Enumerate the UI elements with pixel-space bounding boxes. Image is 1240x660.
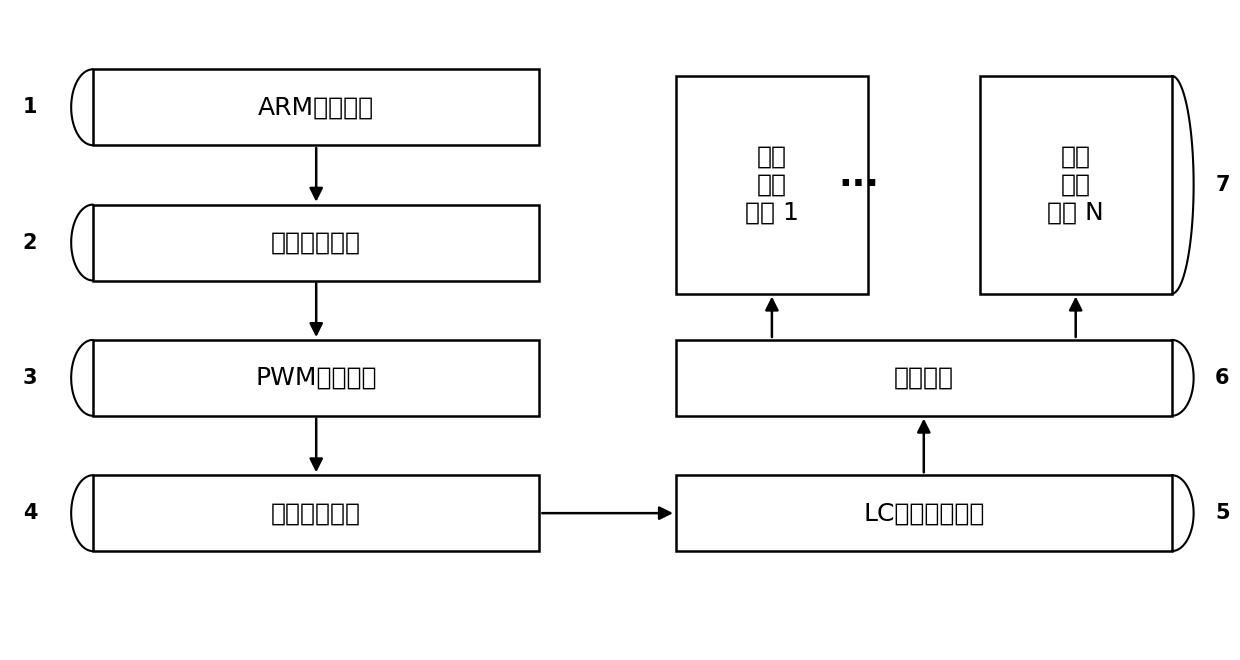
Text: 2: 2 bbox=[22, 232, 37, 253]
Text: 波形发生模块: 波形发生模块 bbox=[272, 230, 361, 255]
Bar bbox=[93, 475, 539, 551]
Text: 7: 7 bbox=[1215, 175, 1230, 195]
Bar bbox=[93, 340, 539, 416]
Bar bbox=[93, 69, 539, 145]
Text: ARM微处理器: ARM微处理器 bbox=[258, 95, 374, 119]
Text: LC低通滤波电路: LC低通滤波电路 bbox=[863, 501, 985, 525]
Text: 谐振
发射
模块 N: 谐振 发射 模块 N bbox=[1048, 145, 1104, 224]
Bar bbox=[676, 340, 1172, 416]
Text: ···: ··· bbox=[838, 168, 879, 202]
Bar bbox=[676, 475, 1172, 551]
Bar bbox=[980, 76, 1172, 294]
Bar bbox=[676, 76, 868, 294]
Text: 功率放大模块: 功率放大模块 bbox=[272, 501, 361, 525]
Bar bbox=[93, 205, 539, 280]
Text: 4: 4 bbox=[22, 503, 37, 523]
Text: 5: 5 bbox=[1215, 503, 1230, 523]
Text: 1: 1 bbox=[22, 97, 37, 117]
Text: 源级线圈: 源级线圈 bbox=[894, 366, 954, 390]
Text: 谐振
发射
模块 1: 谐振 发射 模块 1 bbox=[745, 145, 799, 224]
Text: 6: 6 bbox=[1215, 368, 1230, 388]
Text: 3: 3 bbox=[22, 368, 37, 388]
Text: PWM调制模块: PWM调制模块 bbox=[255, 366, 377, 390]
